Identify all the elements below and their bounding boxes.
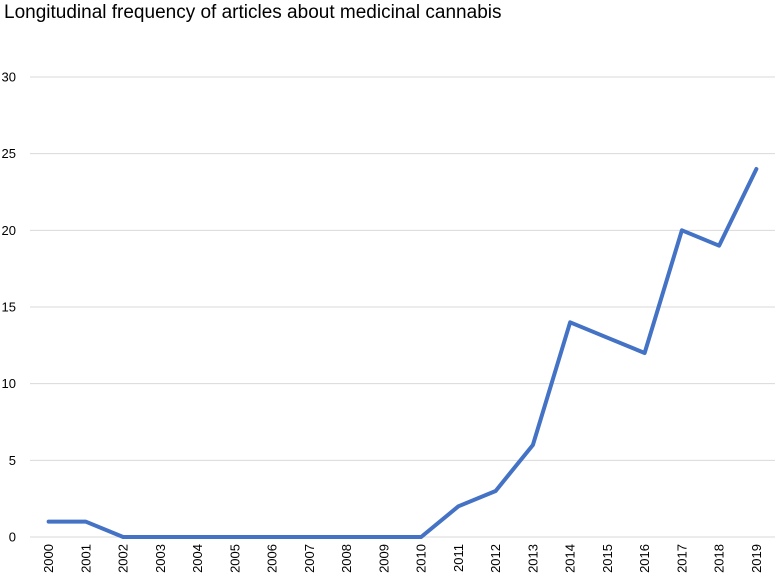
series-layer xyxy=(46,167,759,539)
y-tick-label: 30 xyxy=(2,70,16,85)
x-tick-label: 2002 xyxy=(116,544,131,573)
x-tick-label: 2017 xyxy=(674,544,689,573)
y-tick-label: 0 xyxy=(9,530,16,545)
y-tick-label: 15 xyxy=(2,300,16,315)
x-tick-label: 2013 xyxy=(525,544,540,573)
y-tick-label: 25 xyxy=(2,146,16,161)
x-tick-label: 2015 xyxy=(600,544,615,573)
gridlines xyxy=(30,76,775,538)
x-tick-label: 2018 xyxy=(712,544,727,573)
x-tick-label: 2019 xyxy=(749,544,764,573)
series-line xyxy=(46,167,759,539)
x-tick-label: 2008 xyxy=(339,544,354,573)
x-tick-label: 2006 xyxy=(265,544,280,573)
x-tick-label: 2003 xyxy=(153,544,168,573)
x-tick-label: 2009 xyxy=(376,544,391,573)
x-tick-label: 2007 xyxy=(302,544,317,573)
y-tick-label: 5 xyxy=(9,453,16,468)
y-tick-label: 10 xyxy=(2,376,16,391)
x-tick-label: 2005 xyxy=(227,544,242,573)
x-tick-label: 2014 xyxy=(563,544,578,573)
x-tick-label: 2004 xyxy=(190,544,205,573)
x-tick-label: 2001 xyxy=(78,544,93,573)
y-axis-ticks: 0 5 10 15 20 25 30 xyxy=(2,70,16,545)
x-axis-ticks: 2000 2001 2002 2003 2004 2005 2006 2007 2008 2009… xyxy=(41,544,764,573)
x-tick-label: 2011 xyxy=(451,544,466,572)
x-tick-label: 2010 xyxy=(414,544,429,573)
y-tick-label: 20 xyxy=(2,223,16,238)
x-tick-label: 2012 xyxy=(488,544,503,573)
chart-title: Longitudinal frequency of articles about… xyxy=(4,2,502,23)
x-tick-label: 2016 xyxy=(637,544,652,573)
x-tick-label: 2000 xyxy=(41,544,56,573)
